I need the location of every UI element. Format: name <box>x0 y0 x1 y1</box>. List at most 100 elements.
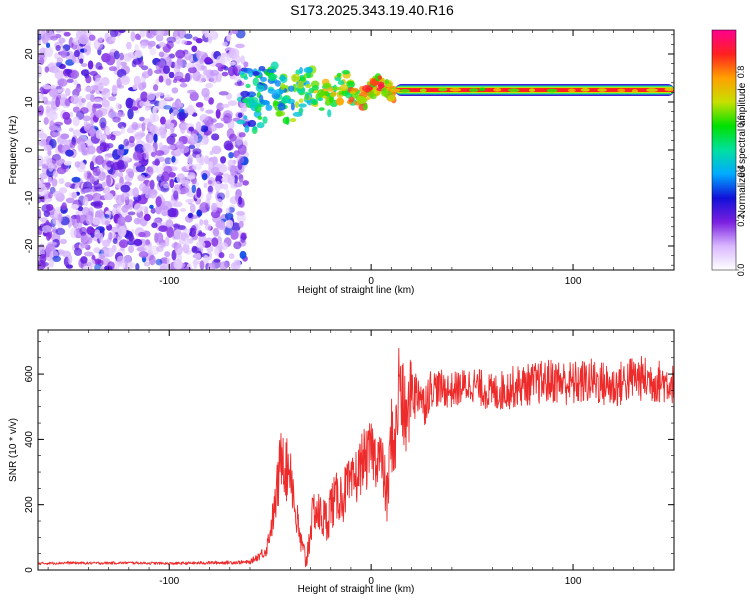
heatmap-cell <box>220 156 227 164</box>
heatmap-cell <box>192 163 202 171</box>
heatmap-cell <box>60 50 68 58</box>
heatmap-cell <box>101 99 110 108</box>
heatmap-cell <box>580 88 590 92</box>
heatmap-cell <box>268 73 277 82</box>
heatmap-cell <box>155 34 164 42</box>
heatmap-cell <box>112 116 121 123</box>
heatmap-cell <box>210 202 218 213</box>
heatmap-cell <box>42 96 49 105</box>
heatmap-cell <box>95 129 103 139</box>
heatmap-cell <box>262 116 268 124</box>
heatmap-cell <box>45 46 54 58</box>
heatmap-cell <box>149 47 157 56</box>
heatmap-cell <box>335 97 345 106</box>
heatmap-cell <box>93 39 104 50</box>
heatmap-cell <box>71 176 81 183</box>
heatmap-cell <box>131 121 139 130</box>
heatmap-cell <box>111 84 118 95</box>
heatmap-cell <box>83 196 89 207</box>
heatmap-cell <box>83 251 94 257</box>
heatmap-cell <box>318 107 325 111</box>
heatmap-cell <box>133 162 142 167</box>
heatmap-cell <box>46 204 54 211</box>
heatmap-cell <box>45 42 51 48</box>
heatmap-cell <box>64 181 72 188</box>
snr-frame <box>37 329 675 571</box>
heatmap-cell <box>52 190 62 198</box>
heatmap-cell <box>104 213 110 219</box>
heatmap-cell <box>56 57 64 63</box>
heatmap-cell <box>118 30 126 34</box>
heatmap-cell <box>95 155 104 165</box>
heatmap-cell <box>270 61 279 70</box>
heatmap-cell <box>184 33 193 40</box>
heatmap-cell <box>127 51 137 59</box>
heatmap-cell <box>49 65 60 74</box>
snr-y-tick-label: 200 <box>24 496 35 513</box>
heatmap-cell <box>180 187 190 194</box>
heatmap-cell <box>171 87 179 94</box>
heatmap-cell <box>222 41 228 47</box>
heatmap-cell <box>149 99 157 105</box>
heatmap-cell <box>66 78 74 84</box>
heatmap-cell <box>139 30 146 38</box>
heatmap-cell <box>99 265 105 270</box>
heatmap-cell <box>142 185 150 195</box>
heatmap-cell <box>240 232 246 243</box>
heatmap-cell <box>154 150 165 157</box>
heatmap-cell <box>59 238 68 245</box>
heatmap-cell <box>233 241 242 250</box>
heatmap-cell <box>81 97 86 103</box>
heatmap-cell <box>207 180 213 185</box>
heatmap-cell <box>67 254 73 265</box>
heatmap-cell <box>239 250 247 260</box>
heatmap-cell <box>272 100 280 107</box>
heatmap-cell <box>141 65 149 71</box>
heatmap-cell <box>118 239 129 249</box>
heatmap-cell <box>78 95 83 106</box>
heatmap-cell <box>155 204 162 215</box>
heatmap-cell <box>356 95 367 105</box>
heatmap-cell <box>126 261 133 270</box>
heatmap-cell <box>311 99 318 106</box>
heatmap-cell <box>172 109 179 116</box>
heatmap-cell <box>57 212 63 223</box>
heatmap-cell <box>243 115 248 120</box>
heatmap-cell <box>113 214 119 224</box>
heatmap-cell <box>328 95 334 104</box>
heatmap-cell <box>187 104 195 116</box>
heatmap-cell <box>163 183 170 189</box>
heatmap-cell <box>141 122 146 132</box>
spectrogram-y-tick-label: -20 <box>24 238 35 253</box>
heatmap-cell <box>121 155 131 161</box>
heatmap-cell <box>617 88 626 93</box>
heatmap-cell <box>155 61 165 72</box>
heatmap-cell <box>134 49 143 59</box>
heatmap-cell <box>211 237 219 247</box>
heatmap-cell <box>238 155 245 164</box>
heatmap-cell <box>362 84 373 93</box>
heatmap-cell <box>437 87 448 92</box>
heatmap-cell <box>183 51 192 61</box>
snr-y-label: SNR (10 * v/v) <box>8 418 19 482</box>
heatmap-cell <box>266 68 277 74</box>
heatmap-cell <box>231 30 239 35</box>
heatmap-cell <box>56 127 62 132</box>
heatmap-cell <box>51 178 58 187</box>
heatmap-cell <box>92 167 101 177</box>
heatmap-cell <box>135 135 142 143</box>
heatmap-cell <box>124 254 132 264</box>
heatmap-cell <box>235 43 245 49</box>
heatmap-cell <box>139 205 147 211</box>
heatmap-cell <box>242 180 249 186</box>
heatmap-cell <box>159 264 168 270</box>
heatmap-cell <box>176 56 184 66</box>
heatmap-cell <box>87 60 94 70</box>
heatmap-cell <box>39 261 49 267</box>
heatmap-cell <box>252 126 258 131</box>
heatmap-cell <box>288 85 295 92</box>
heatmap-cell <box>135 263 140 270</box>
heatmap-cell <box>153 105 161 111</box>
heatmap-cell <box>148 188 158 199</box>
heatmap-cell <box>327 109 332 118</box>
